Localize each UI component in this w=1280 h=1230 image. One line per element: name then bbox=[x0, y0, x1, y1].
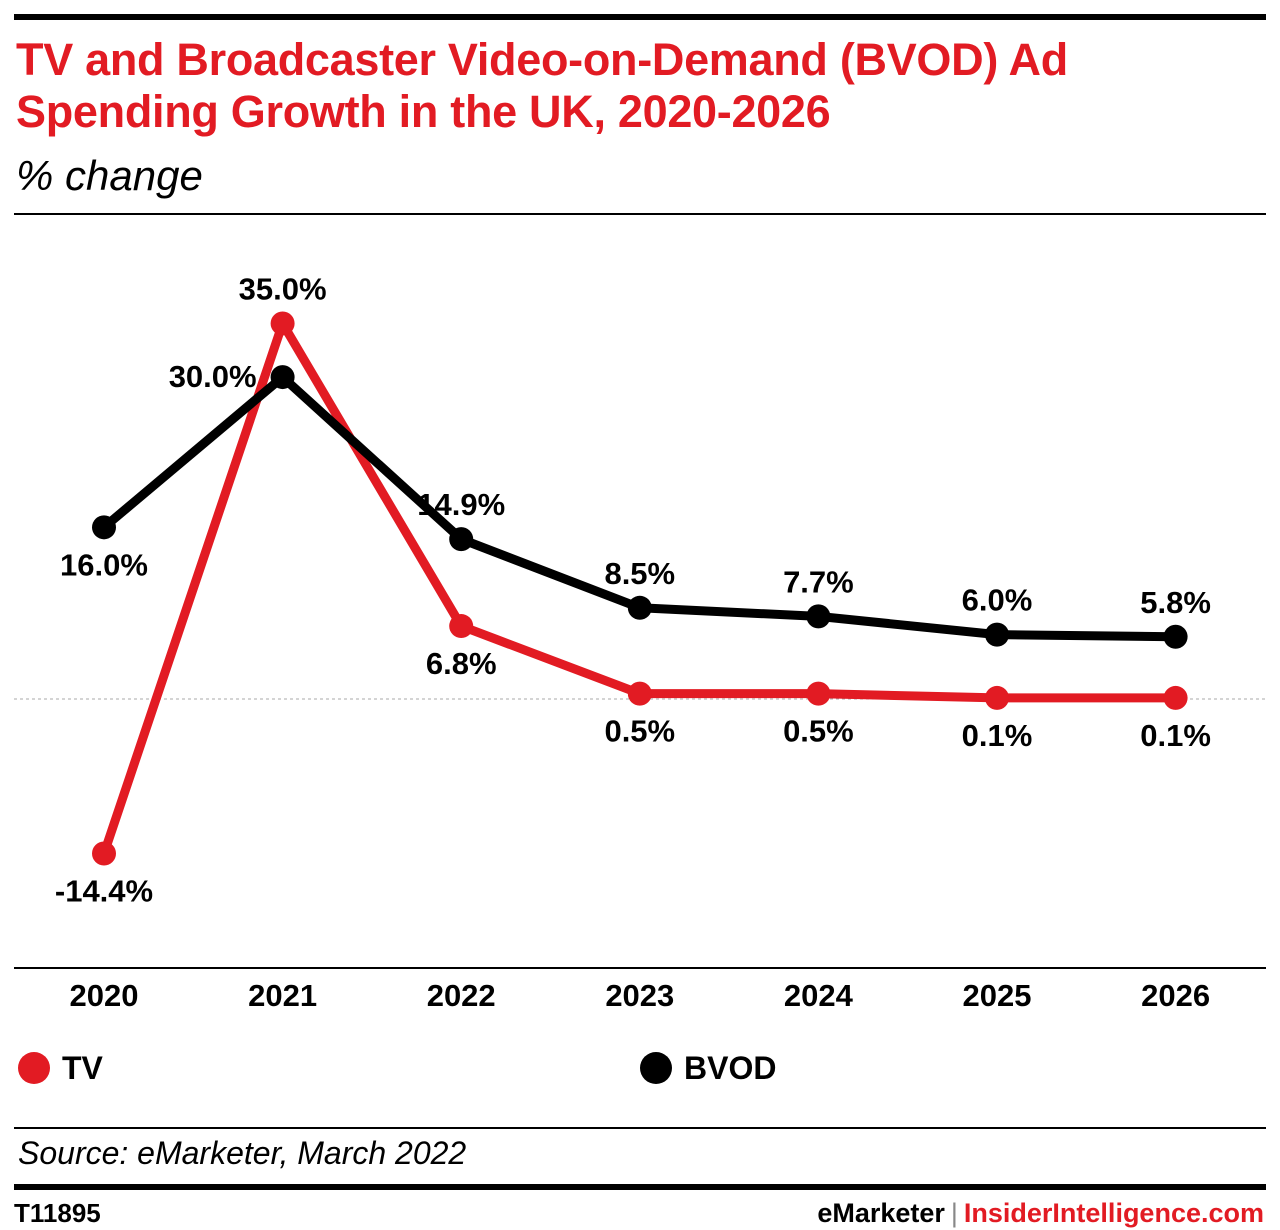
chart-id: T11895 bbox=[14, 1198, 101, 1228]
data-point-bvod-2024 bbox=[806, 604, 831, 629]
data-label-bvod-2021: 30.0% bbox=[169, 359, 257, 394]
data-label-bvod-2023: 8.5% bbox=[604, 556, 675, 591]
header-divider bbox=[14, 213, 1266, 215]
data-point-tv-2021 bbox=[270, 311, 295, 336]
x-tick-label-2022: 2022 bbox=[427, 978, 496, 1013]
footer-rule bbox=[14, 1184, 1266, 1190]
legend-item-bvod: BVOD bbox=[640, 1048, 776, 1088]
source-note: Source: eMarketer, March 2022 bbox=[18, 1135, 467, 1171]
data-label-tv-2022: 6.8% bbox=[426, 646, 497, 681]
data-point-tv-2024 bbox=[806, 681, 831, 706]
x-tick-label-2026: 2026 bbox=[1141, 978, 1210, 1013]
data-point-bvod-2025 bbox=[985, 622, 1009, 647]
data-point-bvod-2021 bbox=[270, 365, 295, 390]
data-point-bvod-2022 bbox=[449, 527, 474, 552]
brand-footer: eMarketer | InsiderIntelligence.com bbox=[817, 1198, 1264, 1229]
x-tick-label-2025: 2025 bbox=[963, 978, 1032, 1013]
data-label-tv-2026: 0.1% bbox=[1140, 718, 1211, 753]
legend-label-tv: TV bbox=[62, 1049, 103, 1086]
data-point-bvod-2020 bbox=[92, 515, 116, 540]
data-point-tv-2022 bbox=[449, 614, 474, 639]
brand-separator: | bbox=[950, 1198, 958, 1228]
data-label-bvod-2025: 6.0% bbox=[962, 583, 1033, 618]
data-point-tv-2025 bbox=[985, 685, 1009, 710]
legend-swatch-bvod bbox=[640, 1052, 672, 1084]
top-rule bbox=[14, 14, 1266, 20]
chart-title: TV and Broadcaster Video-on-Demand (BVOD… bbox=[16, 34, 1068, 137]
legend-swatch-tv bbox=[18, 1052, 50, 1084]
data-label-bvod-2020: 16.0% bbox=[60, 547, 148, 582]
x-tick-label-2024: 2024 bbox=[784, 978, 854, 1013]
data-label-tv-2025: 0.1% bbox=[962, 718, 1033, 753]
data-point-bvod-2026 bbox=[1163, 624, 1188, 649]
data-label-tv-2024: 0.5% bbox=[783, 714, 854, 749]
legend-label-bvod: BVOD bbox=[684, 1049, 777, 1086]
data-point-bvod-2023 bbox=[627, 595, 652, 620]
x-tick-label-2020: 2020 bbox=[70, 978, 139, 1013]
x-tick-label-2023: 2023 bbox=[605, 978, 674, 1013]
brand-insider-intelligence: InsiderIntelligence.com bbox=[963, 1198, 1264, 1228]
data-label-tv-2021: 35.0% bbox=[239, 271, 327, 306]
chart-subtitle: % change bbox=[16, 152, 203, 199]
data-label-tv-2023: 0.5% bbox=[604, 714, 675, 749]
source-divider bbox=[14, 1127, 1266, 1129]
legend-item-tv: TV bbox=[18, 1048, 103, 1088]
data-label-bvod-2022: 14.9% bbox=[417, 487, 505, 522]
data-point-tv-2023 bbox=[627, 681, 652, 706]
x-tick-label-2021: 2021 bbox=[248, 978, 317, 1013]
line-chart: 2020 2021 2022 2023 2024 2025 2026 -14.4% 35.0% 6… bbox=[14, 271, 1266, 1013]
brand-emarketer: eMarketer bbox=[817, 1198, 945, 1228]
data-point-tv-2020 bbox=[92, 841, 116, 866]
data-label-bvod-2024: 7.7% bbox=[783, 564, 854, 599]
data-label-bvod-2026: 5.8% bbox=[1140, 585, 1211, 620]
data-point-tv-2026 bbox=[1163, 685, 1188, 710]
data-label-tv-2020: -14.4% bbox=[55, 874, 153, 909]
